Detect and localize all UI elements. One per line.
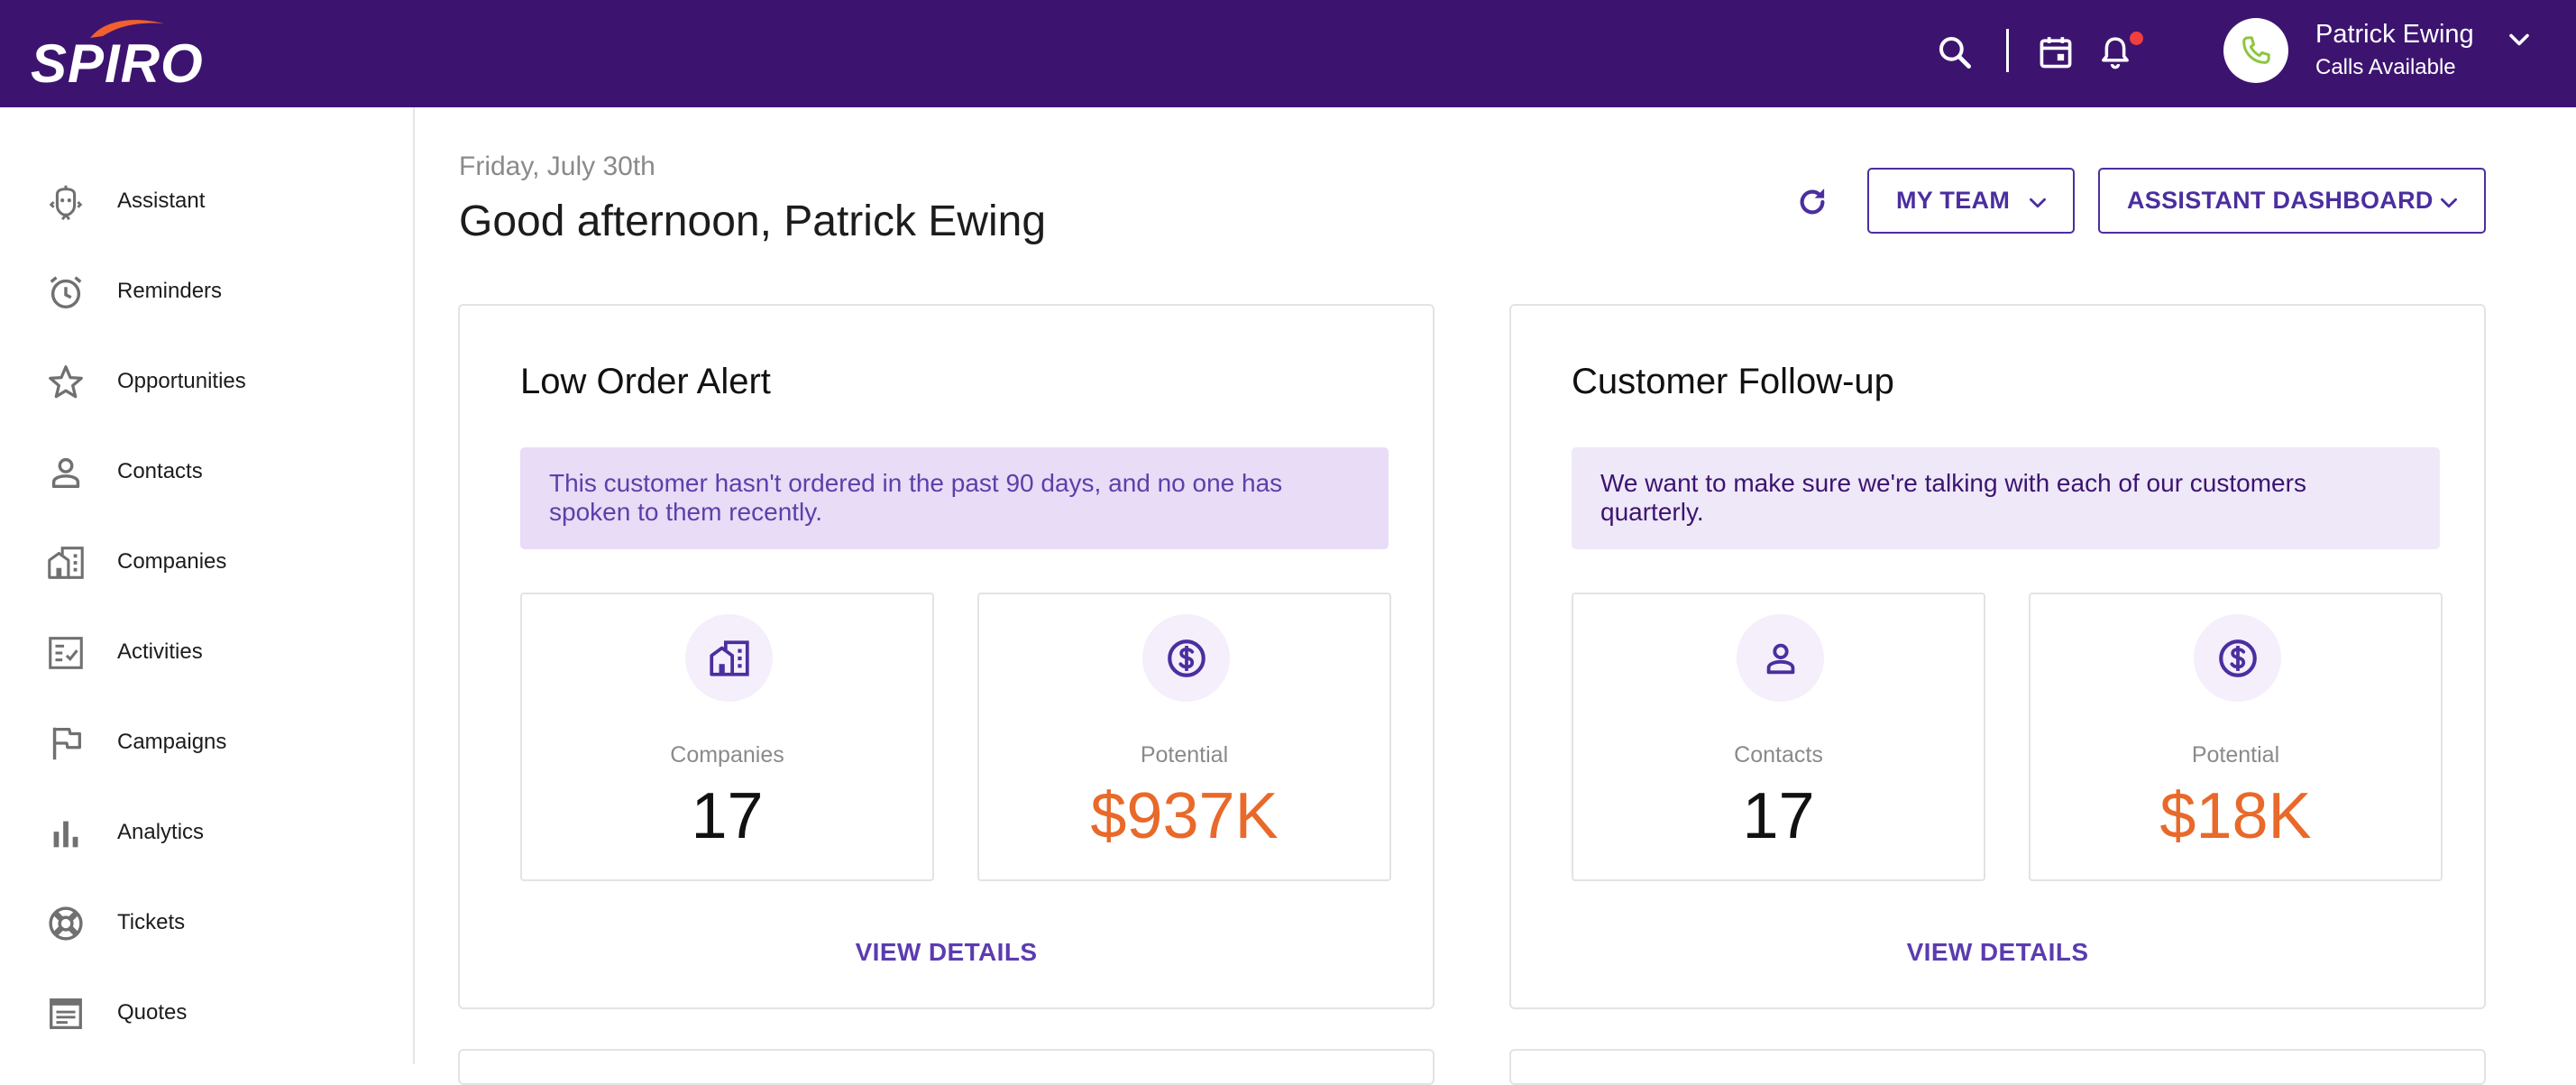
- sidebar-item-label: Assistant: [117, 188, 206, 213]
- my-team-label: MY TEAM: [1896, 187, 2011, 214]
- sidebar-item-reminders[interactable]: Reminders: [0, 246, 413, 336]
- chevron-down-icon: [2030, 198, 2046, 208]
- spiro-logo[interactable]: SPIRO: [31, 14, 215, 94]
- chevron-down-icon: [2441, 198, 2457, 208]
- refresh-button[interactable]: [1789, 179, 1836, 225]
- building-icon: [685, 614, 773, 702]
- call-status: Calls Available: [2315, 55, 2456, 79]
- stat-contacts[interactable]: Contacts 17: [1572, 593, 1985, 881]
- header-divider: [2006, 29, 2009, 72]
- customer-follow-up-card: Customer Follow-up We want to make sure …: [1509, 304, 2486, 1009]
- low-order-alert-card: Low Order Alert This customer hasn't ord…: [458, 304, 1435, 1009]
- dollar-circle-icon: [2194, 614, 2281, 702]
- current-date: Friday, July 30th: [459, 152, 655, 181]
- stat-value: 17: [1742, 780, 1815, 852]
- sidebar-item-companies[interactable]: Companies: [0, 517, 413, 607]
- stat-potential[interactable]: Potential $18K: [2029, 593, 2443, 881]
- sidebar-item-label: Activities: [117, 639, 203, 664]
- sidebar-item-assistant[interactable]: Assistant: [0, 156, 413, 246]
- stat-value: 17: [691, 780, 764, 852]
- card-title: Customer Follow-up: [1572, 362, 1894, 401]
- document-icon: [50, 998, 82, 1029]
- sidebar-item-analytics[interactable]: Analytics: [0, 787, 413, 878]
- sidebar: Assistant Reminders Opportunities Contac…: [0, 107, 415, 1064]
- alarm-clock-icon: [50, 276, 82, 309]
- chevron-down-icon[interactable]: [2503, 23, 2535, 60]
- sidebar-item-label: Contacts: [117, 459, 203, 483]
- user-name[interactable]: Patrick Ewing: [2315, 20, 2474, 49]
- search-icon[interactable]: [1930, 27, 1980, 78]
- card-banner: We want to make sure we're talking with …: [1572, 447, 2440, 549]
- sidebar-item-label: Opportunities: [117, 369, 246, 393]
- stat-label: Potential: [1140, 742, 1229, 768]
- my-team-dropdown[interactable]: MY TEAM: [1867, 168, 2075, 234]
- checklist-icon: [49, 637, 83, 669]
- card-banner: This customer hasn't ordered in the past…: [520, 447, 1389, 549]
- star-icon: [49, 365, 83, 399]
- sidebar-item-quotes[interactable]: Quotes: [0, 968, 413, 1058]
- phone-icon: [2242, 36, 2270, 64]
- sidebar-item-activities[interactable]: Activities: [0, 607, 413, 697]
- phone-button[interactable]: [2223, 18, 2288, 83]
- view-details-link[interactable]: VIEW DETAILS: [1906, 938, 2089, 966]
- card-title: Low Order Alert: [520, 362, 771, 401]
- notification-dot: [2130, 32, 2143, 45]
- sidebar-item-label: Tickets: [117, 910, 186, 934]
- person-icon: [1737, 614, 1824, 702]
- sidebar-item-label: Campaigns: [117, 730, 227, 754]
- next-card: [458, 1049, 1435, 1085]
- page-title: Good afternoon, Patrick Ewing: [459, 198, 1047, 245]
- calendar-icon[interactable]: [2031, 27, 2081, 78]
- bell-icon[interactable]: [2090, 27, 2141, 78]
- sidebar-item-label: Analytics: [117, 820, 205, 844]
- logo-text: SPIRO: [31, 33, 204, 94]
- flag-icon: [52, 727, 81, 760]
- sidebar-item-tickets[interactable]: Tickets: [0, 878, 413, 968]
- sidebar-item-label: Quotes: [117, 1000, 188, 1025]
- refresh-icon: [1800, 188, 1825, 215]
- dollar-circle-icon: [1142, 614, 1230, 702]
- stat-value: $18K: [2159, 780, 2312, 852]
- stat-label: Potential: [2191, 742, 2280, 768]
- sidebar-item-campaigns[interactable]: Campaigns: [0, 697, 413, 787]
- stat-companies[interactable]: Companies 17: [520, 593, 934, 881]
- lifebuoy-icon: [49, 906, 83, 941]
- sidebar-item-contacts[interactable]: Contacts: [0, 427, 413, 517]
- logo-swoosh-icon: [90, 20, 164, 38]
- next-card: [1509, 1049, 2486, 1085]
- bar-chart-icon: [53, 821, 78, 848]
- sidebar-item-label: Reminders: [117, 279, 223, 303]
- dashboard-label: ASSISTANT DASHBOARD: [2127, 187, 2434, 214]
- assistant-icon: [49, 185, 83, 221]
- view-details-link[interactable]: VIEW DETAILS: [855, 938, 1038, 966]
- stat-value: $937K: [1090, 780, 1279, 852]
- stat-potential[interactable]: Potential $937K: [977, 593, 1391, 881]
- stat-label: Companies: [670, 742, 784, 768]
- person-icon: [51, 457, 80, 489]
- dashboard-dropdown[interactable]: ASSISTANT DASHBOARD: [2098, 168, 2486, 234]
- stat-label: Contacts: [1734, 742, 1823, 768]
- sidebar-item-opportunities[interactable]: Opportunities: [0, 336, 413, 427]
- top-bar: SPIRO Patrick Ewing Calls Available: [0, 0, 2576, 107]
- building-icon: [48, 547, 84, 579]
- sidebar-item-label: Companies: [117, 549, 227, 574]
